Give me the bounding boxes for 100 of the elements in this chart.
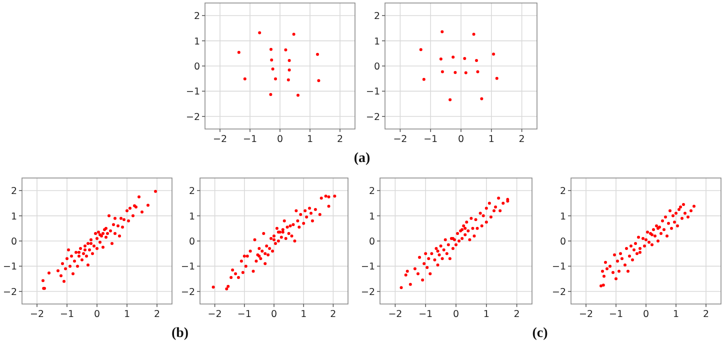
point [292, 32, 296, 36]
point [464, 71, 468, 74]
point [237, 50, 240, 54]
point [636, 252, 638, 256]
x-tick-label: 1 [124, 309, 130, 320]
x-tick-label: 1 [300, 309, 307, 320]
point [664, 216, 667, 219]
point [690, 209, 692, 212]
point [643, 244, 646, 248]
point [440, 70, 444, 74]
point [670, 226, 673, 230]
x-tick-label: 0 [642, 309, 650, 320]
x-tick-label: −2 [578, 309, 594, 320]
y-tick-label: 1 [560, 211, 566, 222]
point [243, 77, 246, 80]
y-tick-label: 1 [374, 36, 380, 48]
y-tick-label: 0 [188, 236, 195, 248]
point [638, 250, 642, 254]
y-tick-label: 0 [374, 62, 380, 72]
y-tick-label: −2 [2, 286, 17, 298]
point [631, 258, 634, 262]
point [648, 240, 650, 244]
point [644, 238, 648, 242]
y-tick-label: −1 [366, 86, 380, 98]
point [632, 248, 636, 252]
y-tick-label: 1 [188, 211, 195, 222]
point [602, 284, 605, 287]
point [684, 212, 686, 215]
y-tick-label: 1 [368, 211, 375, 222]
text: (c) [532, 326, 548, 341]
y-tick-label: 0 [560, 236, 566, 248]
y-tick-label: −2 [186, 112, 200, 123]
point [660, 232, 662, 235]
point [630, 244, 632, 248]
point [655, 224, 658, 228]
x-tick-label: −1 [60, 309, 74, 320]
y-tick-label: 0 [10, 236, 17, 248]
y-tick-label: 2 [188, 186, 195, 198]
y-tick-label: −1 [180, 262, 195, 273]
y-tick-label: 2 [374, 11, 380, 22]
y-tick-label: −2 [180, 286, 195, 298]
point [682, 202, 685, 206]
point [480, 97, 484, 100]
x-tick-label: −2 [388, 309, 402, 320]
point [612, 271, 614, 274]
point [646, 230, 649, 234]
point [673, 220, 676, 224]
text: (a) [354, 151, 370, 166]
point [678, 208, 680, 211]
point [269, 92, 272, 96]
point [440, 30, 444, 34]
point [422, 78, 426, 81]
x-tick-label: −1 [418, 309, 433, 320]
point [495, 76, 498, 80]
x-tick-label: −2 [393, 134, 408, 145]
x-tick-label: 0 [452, 309, 460, 320]
x-tick-label: −1 [237, 309, 252, 320]
point [634, 242, 637, 246]
point [616, 260, 619, 263]
y-tick-label: 1 [10, 211, 17, 222]
point [296, 94, 300, 97]
point [608, 264, 612, 268]
x-tick-label: 1 [483, 309, 490, 320]
y-tick-label: 2 [368, 186, 375, 198]
point [288, 58, 291, 62]
point [602, 274, 606, 278]
point [614, 277, 618, 280]
x-tick-label: −1 [424, 134, 438, 145]
text: (b) [171, 326, 189, 341]
point [672, 214, 674, 218]
point [288, 68, 291, 72]
point [274, 77, 277, 80]
x-tick-label: 2 [518, 134, 525, 145]
point [317, 79, 320, 82]
point [613, 253, 616, 256]
x-tick-label: 2 [336, 134, 344, 145]
point [652, 228, 655, 232]
point [472, 32, 476, 36]
y-tick-label: 2 [194, 11, 200, 22]
point [492, 52, 496, 56]
point [674, 212, 678, 215]
point [679, 205, 682, 208]
x-tick-label: 2 [702, 309, 710, 320]
point [270, 58, 274, 62]
y-tick-label: 0 [194, 62, 200, 72]
point [686, 216, 690, 219]
point [476, 70, 480, 74]
point [650, 243, 654, 246]
x-tick-label: 0 [94, 309, 100, 320]
point [676, 224, 679, 228]
point [654, 234, 656, 238]
y-tick-label: −1 [360, 262, 375, 273]
y-tick-label: −1 [2, 262, 17, 273]
point [439, 57, 442, 60]
y-tick-label: −2 [366, 112, 380, 123]
y-tick-label: 1 [194, 36, 200, 48]
point [680, 216, 684, 220]
point [692, 204, 696, 208]
point [475, 58, 478, 62]
point [454, 71, 457, 74]
